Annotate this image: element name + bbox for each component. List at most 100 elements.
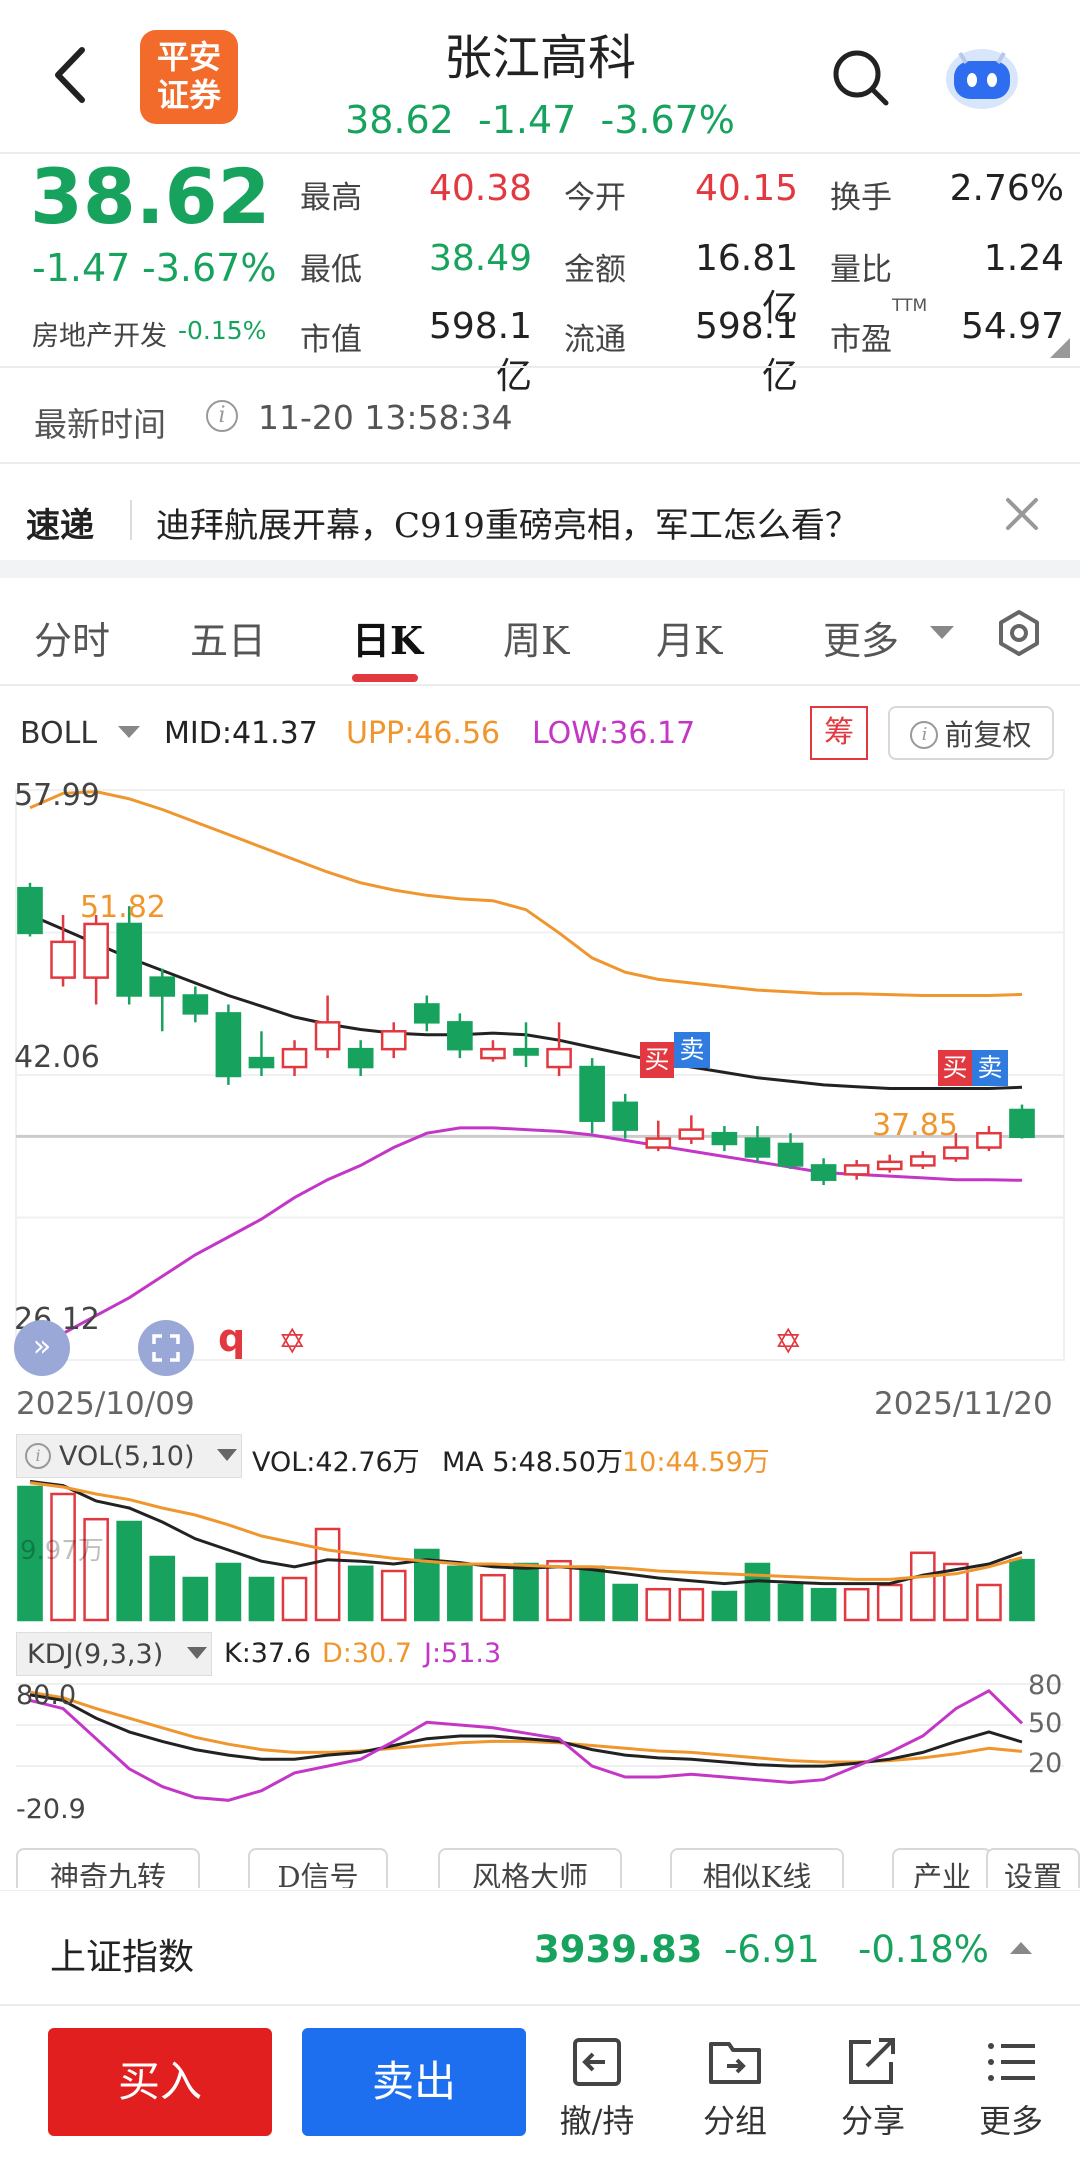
- volume-bar: [876, 1583, 903, 1622]
- field-value: 40.38: [428, 168, 532, 209]
- field-label: 今开: [564, 180, 626, 216]
- buy-button[interactable]: 买入: [48, 2028, 272, 2136]
- close-news-button[interactable]: [1000, 492, 1044, 536]
- field-label: 最高: [300, 180, 362, 216]
- candle-body: [149, 976, 176, 997]
- period-high-marker: 51.82: [80, 890, 166, 925]
- volume-bar: [314, 1527, 341, 1622]
- assistant-button[interactable]: [940, 35, 1024, 115]
- fullscreen-button[interactable]: [138, 1320, 194, 1376]
- group-button[interactable]: 分组: [680, 2034, 790, 2144]
- sell-button[interactable]: 卖出: [302, 2028, 526, 2136]
- adjust-price-button[interactable]: i 前复权: [888, 706, 1054, 760]
- back-button[interactable]: [40, 40, 100, 110]
- chart-settings-button[interactable]: [994, 608, 1044, 658]
- more-button[interactable]: 更多: [956, 2034, 1066, 2144]
- share-label: 分享: [840, 2102, 905, 2140]
- volume-bar: [777, 1583, 804, 1622]
- kdj-indicator-selector[interactable]: KDJ(9,3,3): [16, 1632, 212, 1676]
- volume-bar: [579, 1565, 605, 1622]
- candle-body: [380, 1030, 407, 1051]
- volume-bar: [612, 1583, 639, 1622]
- volume-axis-label: 9.97万: [20, 1536, 104, 1566]
- strategy-button[interactable]: 相似K线: [670, 1848, 844, 1888]
- chevron-down-icon: [930, 626, 954, 639]
- candlestick-chart[interactable]: [0, 770, 1080, 1380]
- boll-lower-line: [29, 1126, 1023, 1346]
- volume-bar: [909, 1551, 936, 1622]
- strategy-settings-button[interactable]: 设置: [986, 1848, 1080, 1888]
- active-tab-underline: [352, 674, 418, 682]
- event-star-icon[interactable]: ✡: [278, 1322, 307, 1362]
- kdj-ref-80: 80: [1028, 1670, 1063, 1701]
- q-marker[interactable]: q: [218, 1316, 246, 1360]
- period-low-marker: 37.85: [872, 1108, 958, 1143]
- volume-chart[interactable]: [0, 1480, 1080, 1630]
- candle-body: [645, 1137, 672, 1149]
- kdj-top-label: 80.0: [16, 1680, 77, 1711]
- collapse-panel-button[interactable]: »: [14, 1320, 70, 1376]
- sell-signal-badge[interactable]: 卖: [972, 1050, 1008, 1086]
- chevron-up-icon[interactable]: [1010, 1942, 1032, 1954]
- kdj-j-value: J:51.3: [424, 1638, 502, 1669]
- volume-bar: [116, 1520, 143, 1622]
- sell-signal-badge[interactable]: 卖: [674, 1032, 710, 1068]
- share-button[interactable]: 分享: [818, 2034, 928, 2144]
- news-headline[interactable]: 迪拜航展开幕，C919重磅亮相，军工怎么看？: [156, 506, 859, 546]
- volume-bar: [17, 1485, 43, 1622]
- tab-monthly-k[interactable]: 月K: [656, 619, 723, 663]
- index-name[interactable]: 上证指数: [50, 1937, 195, 1978]
- candle-body: [248, 1056, 275, 1069]
- field-label: 市值: [300, 322, 362, 358]
- indicator-dropdown-icon[interactable]: [118, 726, 140, 738]
- volume-bar: [843, 1587, 870, 1622]
- strategy-button[interactable]: D信号: [248, 1848, 388, 1888]
- cancel-hold-label: 撤/持: [559, 2102, 635, 2140]
- tab-daily-k[interactable]: 日K: [352, 618, 424, 663]
- chip-distribution-button[interactable]: 筹: [810, 706, 868, 760]
- buy-signal-badge[interactable]: 买: [938, 1050, 972, 1086]
- indicator-selector[interactable]: BOLL: [20, 716, 97, 756]
- expand-corner-icon[interactable]: [1050, 338, 1070, 358]
- field-value: 40.15: [694, 168, 798, 209]
- index-change-pct: -0.18%: [858, 1928, 989, 1971]
- strategy-button[interactable]: 产业: [892, 1848, 992, 1888]
- kdj-d-line: [29, 1690, 1023, 1764]
- field-label: 最低: [300, 252, 362, 288]
- sector-name[interactable]: 房地产开发: [32, 321, 167, 352]
- volume-indicator-selector[interactable]: i VOL(5,10): [16, 1434, 242, 1478]
- strategy-button[interactable]: 神奇九转: [16, 1848, 200, 1888]
- strategy-button[interactable]: 风格大师: [438, 1848, 622, 1888]
- buy-signal-badge[interactable]: 买: [640, 1042, 674, 1078]
- volume-bar: [513, 1562, 539, 1622]
- candle-body: [215, 1012, 242, 1078]
- index-value: 3939.83: [534, 1928, 703, 1971]
- candle-body: [281, 1047, 308, 1069]
- kdj-ref-20: 20: [1028, 1748, 1063, 1779]
- candle-body: [83, 922, 109, 979]
- tab-intraday[interactable]: 分时: [34, 619, 111, 663]
- gear-icon: [999, 610, 1039, 656]
- sector-change: -0.15%: [178, 316, 267, 345]
- index-change: -6.91: [724, 1928, 820, 1971]
- search-icon: [833, 50, 889, 106]
- volume-bar: [215, 1562, 242, 1622]
- tab-more[interactable]: 更多: [823, 619, 900, 663]
- candle-body: [909, 1155, 936, 1167]
- cancel-hold-button[interactable]: 撤/持: [542, 2034, 652, 2144]
- field-value: 54.97: [960, 306, 1064, 347]
- tab-weekly-k[interactable]: 周K: [503, 619, 570, 663]
- volume-ma5-line: [29, 1480, 1023, 1586]
- event-star-icon[interactable]: ✡: [774, 1322, 803, 1362]
- volume-bar: [711, 1590, 738, 1622]
- kdj-chart[interactable]: [0, 1678, 1080, 1828]
- volume-value: VOL:42.76万: [252, 1447, 420, 1478]
- candle-body: [678, 1128, 705, 1140]
- search-button[interactable]: [828, 45, 894, 111]
- candle-body: [1009, 1108, 1035, 1139]
- candle-body: [50, 940, 76, 979]
- tab-five-day[interactable]: 五日: [190, 619, 267, 663]
- update-label: 最新时间: [34, 405, 166, 444]
- info-icon[interactable]: i: [206, 400, 238, 432]
- candle-body: [976, 1131, 1002, 1149]
